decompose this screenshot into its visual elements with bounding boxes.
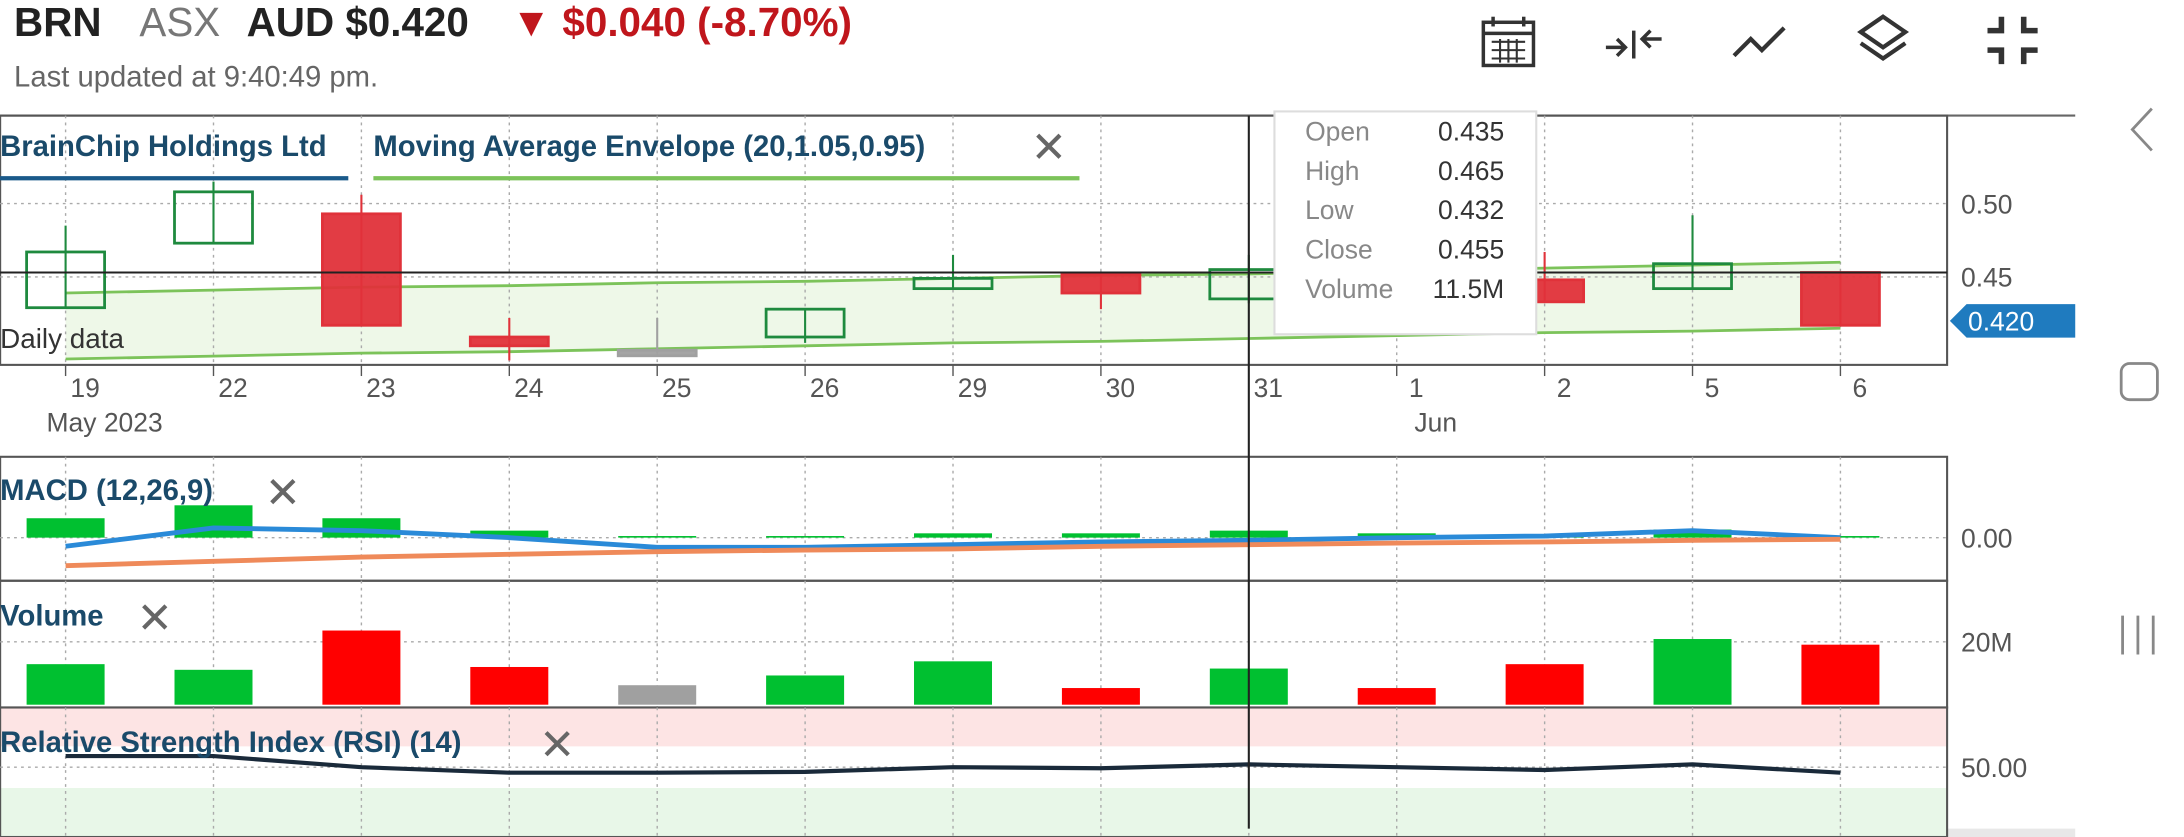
volume-bar <box>618 685 697 705</box>
macd-histogram-bar <box>1653 529 1732 538</box>
y-tick-label: 0.00 <box>1961 523 2013 553</box>
macd-histogram-bar <box>618 536 697 538</box>
envelope-lower <box>65 326 1841 361</box>
volume-bar <box>1801 644 1880 705</box>
back-nav[interactable] <box>2130 107 2153 152</box>
layers-icon[interactable] <box>1857 14 1910 62</box>
macd-histogram-bar <box>914 533 993 538</box>
panel-frame <box>0 114 1949 366</box>
exit-fullscreen-icon[interactable] <box>1987 16 2038 65</box>
close-button[interactable] <box>544 731 570 757</box>
symbol: BRN <box>14 0 101 45</box>
chart-annotation: Daily data <box>0 323 124 354</box>
price: AUD $0.420 <box>247 0 469 45</box>
y-tick-label: 0.50 <box>1961 189 2013 219</box>
tooltip-value: 0.432 <box>1438 195 1504 225</box>
macd-line <box>65 536 1841 569</box>
macd-histogram-bar <box>470 530 549 538</box>
tooltip-label: Volume <box>1305 274 1393 304</box>
panel-frame <box>0 706 1949 837</box>
calendar-icon[interactable] <box>1481 16 1536 68</box>
volume-bar <box>1061 688 1140 705</box>
candle-body <box>173 190 254 245</box>
tooltip-value: 0.435 <box>1438 117 1504 147</box>
last-price-tag <box>1949 304 2076 338</box>
tooltip-value: 0.465 <box>1438 156 1504 186</box>
candle-body <box>25 250 106 310</box>
oversold-band <box>0 788 1948 837</box>
candle-body <box>1060 272 1142 295</box>
x-tick-label: 30 <box>1106 373 1135 403</box>
line-chart-icon[interactable] <box>1732 26 1786 58</box>
tooltip-label: High <box>1305 156 1359 186</box>
compare-icon[interactable] <box>1605 29 1662 59</box>
panel-title: Volume <box>0 600 103 632</box>
exchange: ASX <box>139 0 220 45</box>
x-tick-label: 19 <box>70 373 99 403</box>
panel-title: MACD (12,26,9) <box>0 475 213 507</box>
candle-body <box>616 348 698 358</box>
tooltip-label: Close <box>1305 234 1373 264</box>
candle-body <box>321 212 402 327</box>
volume-bar <box>766 675 845 705</box>
macd-histogram-bar <box>26 518 105 538</box>
home-nav[interactable] <box>2119 362 2159 402</box>
x-tick-label: 25 <box>662 373 691 403</box>
x-tick-label: 5 <box>1705 373 1720 403</box>
month-label: May 2023 <box>47 408 163 438</box>
x-tick-label: 24 <box>514 373 543 403</box>
volume-bar <box>174 669 253 705</box>
macd-histogram-bar <box>1061 533 1140 538</box>
rsi-line <box>65 753 1841 775</box>
close-button[interactable] <box>1036 133 1062 159</box>
candle-body <box>468 335 550 348</box>
x-tick-label: 26 <box>810 373 839 403</box>
x-tick-label: 6 <box>1853 373 1868 403</box>
tooltip-box <box>1273 110 1538 336</box>
y-tick-label: 20M <box>1961 628 2012 658</box>
x-tick-label: 1 <box>1409 373 1424 403</box>
close-button[interactable] <box>142 604 168 630</box>
volume-bar <box>1357 688 1436 705</box>
volume-bar <box>470 666 549 705</box>
candle-body <box>1800 271 1881 327</box>
candle-body <box>764 307 846 339</box>
volume-bar <box>322 630 401 705</box>
updated-time: Last updated at 9:40:49 pm. <box>14 61 378 93</box>
panel-title: Relative Strength Index (RSI) (14) <box>0 727 461 759</box>
tooltip-value: 0.455 <box>1438 234 1504 264</box>
x-tick-label: 31 <box>1254 373 1283 403</box>
panel-frame <box>0 455 1949 582</box>
y-tick-label: 50.00 <box>1961 753 2027 783</box>
recents-nav[interactable] <box>2121 615 2155 655</box>
overlay: BrainChip Holdings Ltd Moving Average Env… <box>0 110 2076 829</box>
last-price-label: 0.420 <box>1968 307 2034 337</box>
macd-histogram-bar <box>766 536 845 538</box>
close-button[interactable] <box>270 478 296 505</box>
candle-body <box>912 276 994 291</box>
overbought-band <box>0 707 1948 747</box>
month-label: Jun <box>1414 408 1457 438</box>
price-change: ▼ $0.040 (-8.70%) <box>511 0 852 45</box>
x-tick-label: 29 <box>958 373 987 403</box>
tooltip-label: Low <box>1305 195 1354 225</box>
volume-bar <box>1653 639 1732 705</box>
volume-bar <box>914 661 993 705</box>
volume-bar <box>1505 664 1584 705</box>
x-tick-label: 23 <box>366 373 395 403</box>
legend-entry[interactable]: Moving Average Envelope (20,1.05,0.95) <box>373 131 925 163</box>
tooltip-value: 11.5M <box>1433 274 1505 304</box>
tooltip-label: Open <box>1305 117 1370 147</box>
y-tick-label: 0.45 <box>1961 263 2013 293</box>
macd-line <box>65 525 1841 550</box>
candle-body <box>1652 262 1733 291</box>
x-tick-label: 22 <box>218 373 247 403</box>
legend-entry[interactable]: BrainChip Holdings Ltd <box>0 131 326 163</box>
volume-bar <box>26 664 105 705</box>
x-tick-label: 2 <box>1557 373 1572 403</box>
